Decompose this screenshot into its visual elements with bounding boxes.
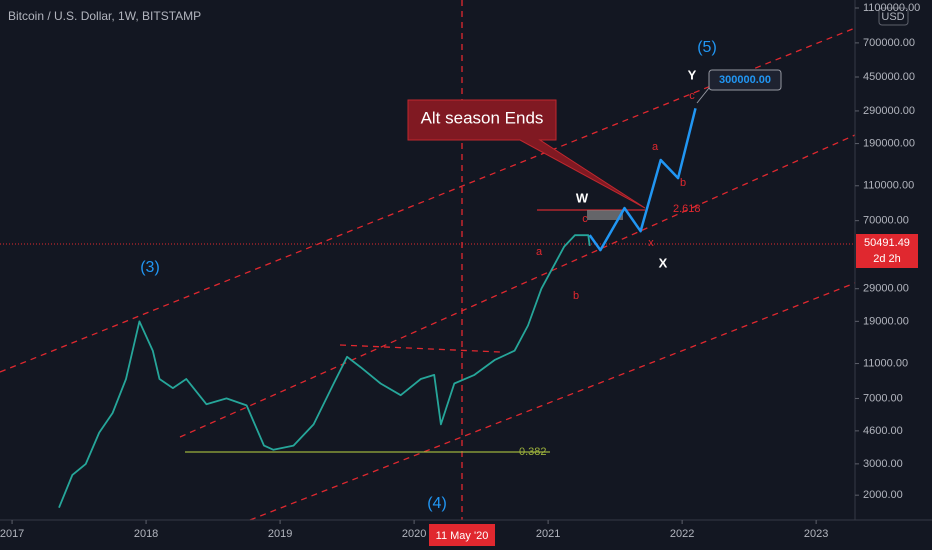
range-box [587,210,623,220]
x-tick-label: 2022 [670,528,694,540]
wave-label: c [582,213,588,225]
price-line [58,234,591,509]
chart-title: Bitcoin / U.S. Dollar, 1W, BITSTAMP [8,9,201,23]
crosshair-date-box [429,524,495,546]
y-tick-label: 19000.00 [863,315,909,327]
wave-label: x [648,237,654,249]
y-tick-label: 700000.00 [863,37,915,49]
x-tick-label: 2019 [268,528,292,540]
y-tick-label: 2000.00 [863,489,903,501]
y-tick-label: 70000.00 [863,215,909,227]
channel-line [249,282,856,521]
currency-label: USD [881,11,904,23]
callout [407,99,646,209]
wave-label: Y [688,67,697,82]
currency-badge[interactable] [878,7,909,26]
wave-label: b [680,177,686,189]
y-tick-label: 450000.00 [863,71,915,83]
y-tick-label: 7000.00 [863,392,903,404]
price-line [588,107,697,252]
plot [58,107,697,509]
y-tick-label: 3000.00 [863,458,903,470]
crosshair-date: 11 May '20 [436,530,489,542]
x-tick-label: 2023 [804,528,828,540]
y-tick-label: 4600.00 [863,425,903,437]
wave-label: c [689,90,695,102]
current-price: 50491.49 [864,237,910,249]
target-box [708,69,782,91]
x-tick-label: 2020 [402,528,426,540]
countdown: 2d 2h [873,253,901,265]
wave-label: X [659,255,668,270]
x-tick-label: 2017 [0,528,24,540]
wave-label: (4) [427,495,447,512]
y-tick-label: 290000.00 [863,105,915,117]
current-price-box [856,234,918,268]
wave-label: (5) [697,39,717,56]
y-tick-label: 190000.00 [863,137,915,149]
fib-label: 2.618 [673,203,701,215]
target-label: 300000.00 [719,74,771,86]
y-tick-label: 1100000.00 [863,2,920,14]
callout-text: Alt season Ends [421,108,544,127]
channel-lines [0,0,856,521]
wave-label: (3) [140,259,160,276]
target-pointer [696,87,710,104]
wave-label: a [652,141,659,153]
x-tick-label: 2021 [536,528,560,540]
wave-label: b [573,290,579,302]
fib-label: 0.382 [519,446,547,458]
wave-label: W [576,190,589,205]
x-tick-label: 2018 [134,528,158,540]
channel-line [179,134,856,438]
wave-label: a [536,246,543,258]
y-tick-label: 11000.00 [863,357,908,369]
triangle-line [339,344,501,353]
y-tick-label: 110000.00 [863,180,914,192]
y-tick-label: 29000.00 [863,283,909,295]
